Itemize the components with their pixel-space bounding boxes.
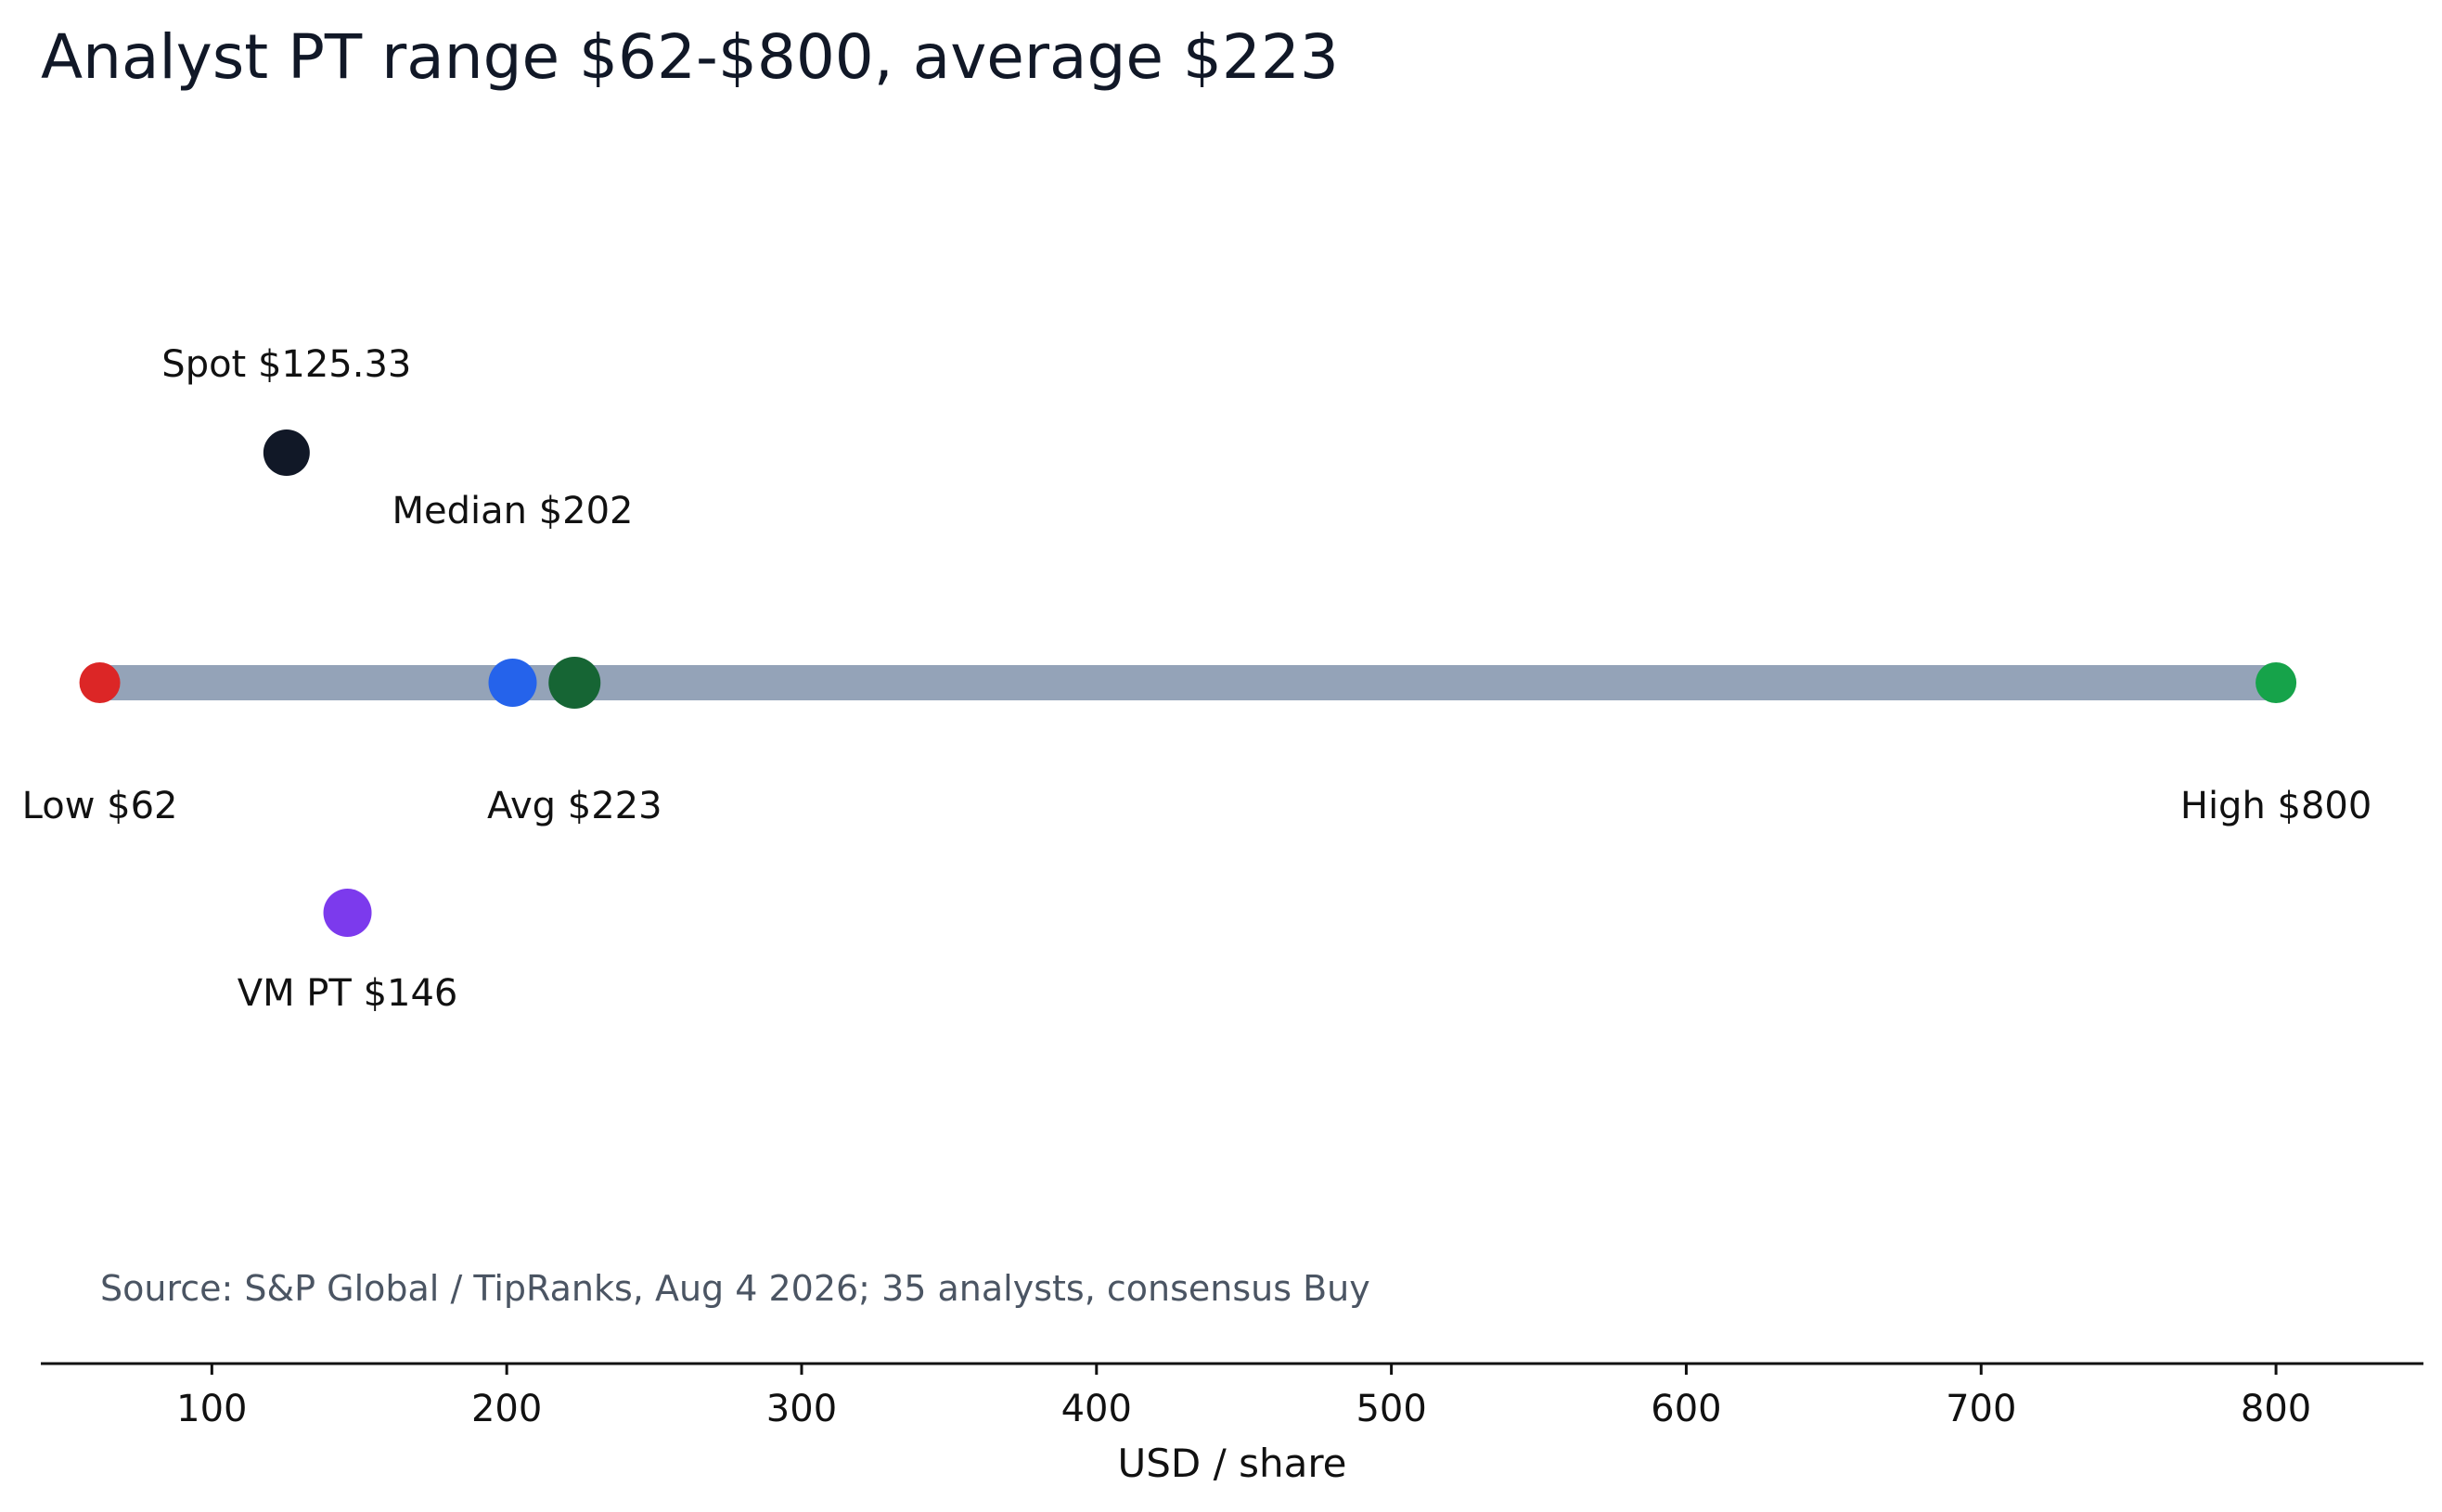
x-tick-label: 400: [1061, 1388, 1132, 1430]
x-axis-label: USD / share: [1117, 1441, 1346, 1486]
chart-title: Analyst PT range $62-$800, average $223: [41, 21, 1339, 93]
x-tick-label: 500: [1356, 1388, 1426, 1430]
vm-pt-label: VM PT $146: [238, 972, 458, 1015]
x-tick-label: 200: [471, 1388, 542, 1430]
low-marker: [79, 662, 121, 703]
vm-pt-marker: [323, 889, 372, 937]
avg-label: Avg $223: [487, 785, 662, 827]
x-tick-label: 300: [766, 1388, 837, 1430]
x-tick-label: 800: [2241, 1388, 2311, 1430]
x-tick-label: 600: [1651, 1388, 1721, 1430]
median-label: Median $202: [392, 490, 634, 532]
x-tick-label: 700: [1946, 1388, 2016, 1430]
x-tick-label: 100: [176, 1388, 247, 1430]
high-marker: [2256, 662, 2297, 703]
source-note: Source: S&P Global / TipRanks, Aug 4 202…: [100, 1268, 1370, 1309]
spot-label: Spot $125.33: [161, 343, 411, 386]
high-label: High $800: [2180, 785, 2371, 827]
x-axis-ticks: 100 200 300 400 500 600 700 800: [176, 1364, 2311, 1430]
spot-marker: [263, 429, 310, 476]
low-label: Low $62: [22, 785, 178, 827]
median-marker: [488, 659, 537, 707]
avg-marker: [548, 657, 601, 709]
